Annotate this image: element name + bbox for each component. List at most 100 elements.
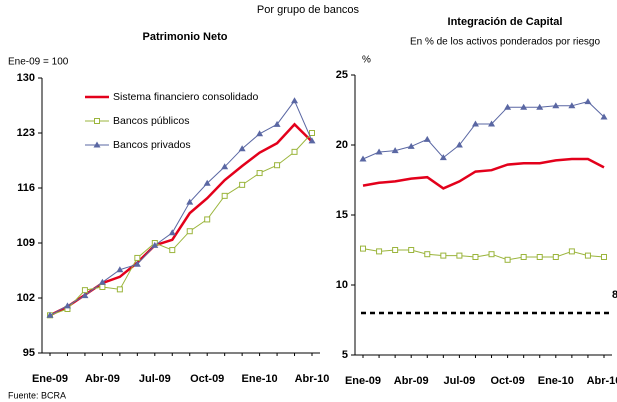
y-tick-label: 102 (17, 292, 35, 304)
legend-label: Bancos privados (113, 139, 191, 151)
marker (151, 241, 159, 248)
marker (552, 254, 559, 260)
marker (81, 287, 88, 294)
marker (536, 254, 543, 260)
marker (392, 247, 399, 253)
marker (186, 198, 194, 205)
marker (455, 141, 463, 148)
marker (488, 120, 496, 127)
marker (488, 251, 495, 258)
marker (408, 247, 415, 253)
y-tick-label: 109 (17, 237, 35, 249)
x-tick-label: Abr-09 (394, 375, 429, 387)
y-tick-label: 5 (342, 349, 348, 361)
y-axis-label: Ene-09 = 100 (8, 57, 69, 68)
marker (584, 252, 591, 259)
marker (600, 113, 608, 120)
y-tick-label: 130 (17, 72, 35, 84)
page-title: Por grupo de bancos (257, 4, 360, 16)
x-tick-label: Oct-09 (190, 373, 224, 385)
y-axis-label: % (362, 55, 371, 66)
marker (273, 120, 281, 127)
marker (93, 141, 101, 148)
annotation: 8 (612, 289, 617, 301)
marker (81, 292, 89, 299)
marker (504, 103, 512, 110)
marker (203, 179, 211, 186)
marker (221, 163, 229, 170)
marker (360, 245, 366, 252)
marker (134, 254, 141, 261)
marker (116, 286, 123, 293)
marker (424, 251, 431, 258)
series-line (362, 248, 605, 261)
x-tick-label: Abr-10 (295, 373, 330, 385)
marker (46, 311, 54, 318)
x-tick-label: Abr-10 (587, 375, 617, 387)
chart-title: Patrimonio Neto (143, 31, 228, 43)
marker (439, 154, 447, 161)
marker (376, 248, 383, 255)
series-line (362, 157, 605, 190)
y-tick-label: 123 (17, 127, 35, 139)
source: Fuente: BCRA (8, 390, 66, 400)
marker (536, 103, 544, 110)
marker (407, 142, 415, 149)
y-tick-label: 20 (336, 139, 348, 151)
x-tick-label: Jul-09 (444, 375, 476, 387)
marker (256, 170, 263, 177)
marker (504, 256, 511, 263)
marker (99, 284, 106, 290)
x-tick-label: Jul-09 (139, 373, 171, 385)
marker (440, 252, 447, 259)
series-line (49, 132, 313, 316)
marker (601, 254, 607, 260)
marker (94, 118, 100, 124)
marker (116, 266, 124, 273)
marker (308, 137, 316, 144)
series-line (362, 101, 605, 160)
marker (169, 247, 176, 254)
x-tick-label: Ene-10 (242, 373, 278, 385)
chart-subtitle: En % de los activos ponderados por riesg… (410, 37, 601, 48)
x-tick-label: Abr-09 (85, 373, 120, 385)
chart-title: Integración de Capital (448, 16, 563, 28)
marker (552, 102, 560, 109)
y-tick-label: 10 (336, 279, 348, 291)
marker (359, 155, 367, 162)
series-line (49, 99, 313, 316)
marker (456, 252, 463, 259)
marker (520, 254, 527, 260)
marker (568, 248, 575, 255)
marker (238, 145, 246, 152)
y-tick-label: 95 (23, 347, 35, 359)
marker (63, 302, 71, 309)
marker (98, 278, 106, 285)
series-line (49, 122, 313, 317)
y-tick-label: 116 (17, 182, 35, 194)
marker (568, 102, 576, 109)
marker (239, 181, 246, 188)
y-tick-label: 15 (336, 209, 348, 221)
marker (391, 147, 399, 154)
marker (274, 162, 281, 169)
marker (133, 260, 141, 267)
x-tick-label: Oct-09 (490, 375, 524, 387)
marker (309, 130, 315, 136)
marker (375, 148, 383, 155)
y-tick-label: 25 (336, 69, 348, 81)
marker (471, 120, 479, 127)
legend-label: Sistema financiero consolidado (113, 91, 258, 103)
x-tick-label: Ene-10 (538, 375, 574, 387)
marker (291, 97, 299, 104)
marker (472, 254, 479, 260)
marker (221, 192, 228, 199)
marker (520, 103, 528, 110)
marker (168, 229, 176, 236)
marker (584, 98, 592, 105)
x-tick-label: Ene-09 (345, 375, 381, 387)
marker (423, 135, 431, 142)
marker (256, 130, 264, 137)
legend-label: Bancos públicos (113, 115, 189, 127)
